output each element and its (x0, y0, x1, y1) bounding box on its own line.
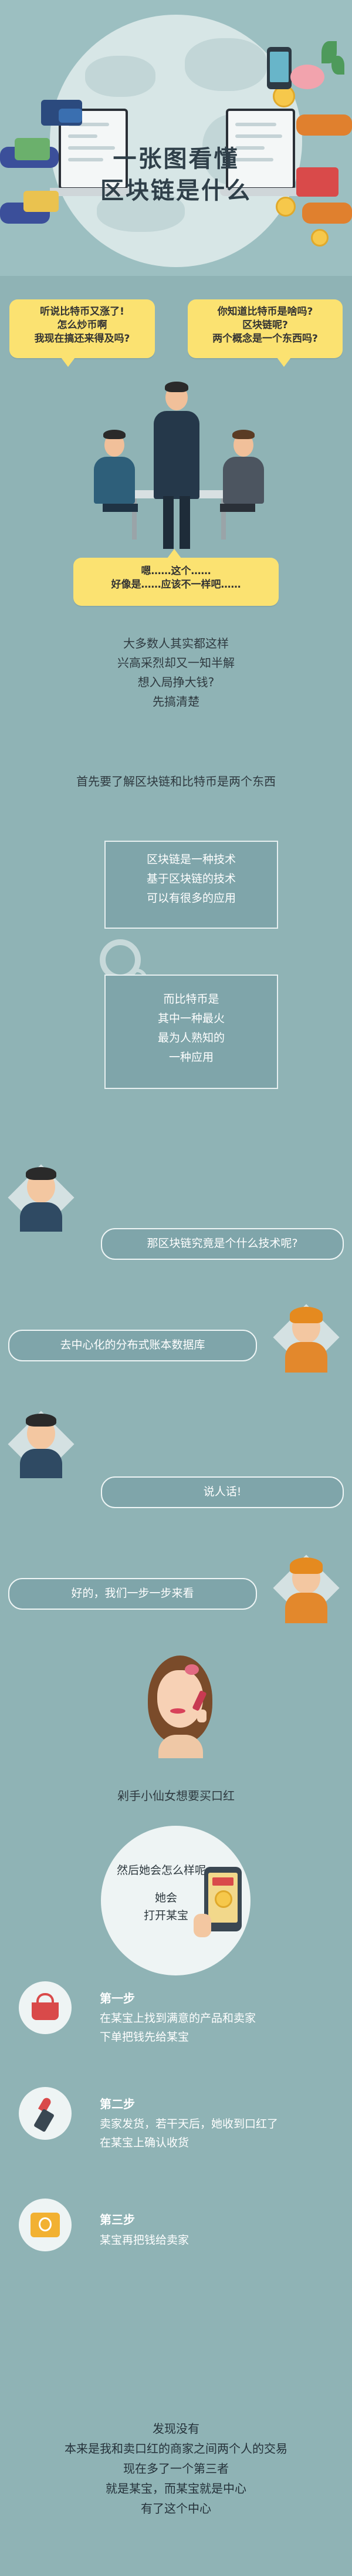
conclusion-text: 发现没有 本来是我和卖口红的商家之间两个人的交易 现在多了一个第三者 就是某宝，… (65, 2422, 287, 2516)
step3-title: 第三步 (100, 2213, 135, 2227)
chat-bubble-question-1: 那区块链究竟是个什么技术呢? (101, 1228, 344, 1260)
blockchain-definition-box: 区块链是一种技术 基于区块链的技术 可以有很多的应用 (104, 841, 278, 929)
chat-bubble-answer-2: 好的，我们一步一步来看 (8, 1578, 257, 1610)
right-laptop-icon (226, 109, 295, 190)
money-bill-icon (19, 2199, 72, 2251)
step2-title: 第二步 (100, 2097, 135, 2111)
piggy-bank-icon (290, 65, 324, 89)
speech-bubble-left: 听说比特币又涨了! 怎么炒币啊 我现在搞还来得及吗? (9, 299, 155, 367)
intro-text: 大多数人其实都这样 兴高采烈却又一知半解 想入局挣大钱? 先搞清楚 (117, 636, 235, 709)
money-icon (15, 138, 50, 160)
bitcoin-definition-box: 而比特币是 其中一种最火 最为人熟知的 一种应用 (104, 975, 278, 1089)
speech-bubble-bottom: 嗯……这个…… 好像是……应该不一样吧…… (73, 549, 279, 606)
step1-title: 第一步 (100, 1991, 135, 2005)
circle-title: 然后她会怎么样呢 (116, 1864, 206, 1877)
lipstick-icon (19, 2087, 72, 2140)
key-statement: 首先要了解区块链和比特币是两个东西 (76, 774, 276, 788)
shop-basket-icon (19, 1981, 72, 2034)
left-laptop-icon (59, 109, 128, 190)
step1-text: 在某宝上找到满意的产品和卖家 下单把钱先给某宝 (100, 2012, 256, 2044)
step3-text: 某宝再把钱给卖家 (100, 2234, 189, 2247)
page-title-line2: 区块链是什么 (100, 177, 252, 204)
shopping-card-icon (296, 167, 339, 197)
page-title-line1: 一张图看懂 (113, 146, 239, 173)
girl-caption: 剁手小仙女想要买口红 (117, 1789, 235, 1803)
right-hand-icon (296, 114, 352, 136)
hero-section: 一张图看懂 区块链是什么 (0, 0, 352, 276)
speech-bubble-right: 你知道比特币是啥吗? 区块链呢? 两个概念是一个东西吗? (188, 299, 343, 367)
circle-text: 她会 打开某宝 (143, 1891, 188, 1922)
chat-bubble-question-2: 说人话! (101, 1476, 344, 1508)
step2-text: 卖家发货，若干天后，她收到口红了 在某宝上确认收货 (100, 2118, 279, 2149)
phone-icon (267, 47, 292, 89)
chat-bubble-answer-1: 去中心化的分布式账本数据库 (8, 1330, 257, 1361)
